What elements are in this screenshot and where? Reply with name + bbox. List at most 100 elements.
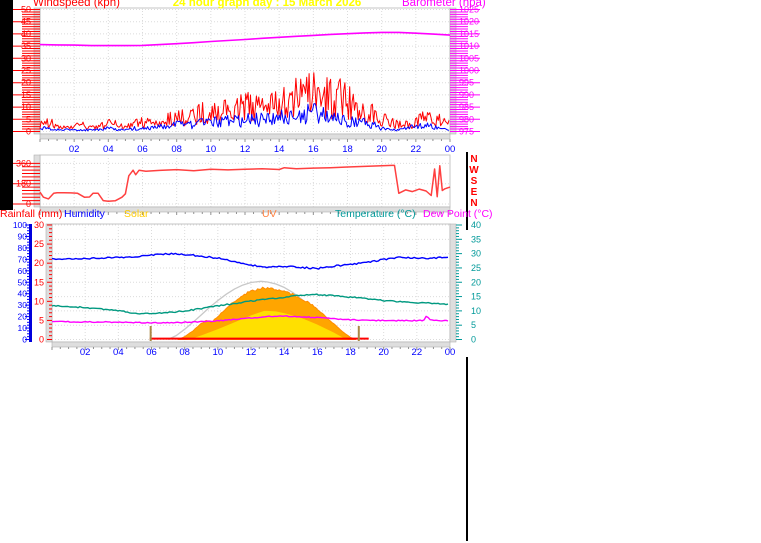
axis-label: 25 <box>34 239 44 249</box>
barometer-axis-title: Barometer (hpa) <box>402 0 486 9</box>
axis-label: 22 <box>411 144 422 155</box>
axis-label: 1000 <box>459 66 479 76</box>
axis-label: 990 <box>459 90 474 100</box>
axis-label: 10 <box>21 102 31 112</box>
axis-label: 18 <box>345 347 356 358</box>
legend-dew-point: Dew Point (°C) <box>423 208 493 220</box>
axis-label: 06 <box>146 347 157 358</box>
axis-label: 1020 <box>459 17 479 27</box>
legend-solar: Solar <box>124 208 149 220</box>
axis-label: 20 <box>376 144 387 155</box>
axis-label: 20 <box>34 258 44 268</box>
axis-label: 15 <box>34 277 44 287</box>
legend-rainfall: Rainfall (mm) <box>0 208 63 220</box>
axis-label: 360 <box>16 158 31 168</box>
axis-label: 30 <box>21 53 31 63</box>
axis-label: 60 <box>18 266 28 276</box>
axis-label: 40 <box>471 220 481 230</box>
axis-label: 20 <box>21 78 31 88</box>
axis-label: 80 <box>18 243 28 253</box>
axis-label: 1010 <box>459 41 479 51</box>
axis-label: 18 <box>342 144 353 155</box>
sunrise-sunset-markers <box>149 326 360 341</box>
axis-label: 5 <box>26 114 31 124</box>
axis-label: 90 <box>18 231 28 241</box>
axis-label: 0 <box>39 335 44 345</box>
axis-label: 10 <box>206 144 217 155</box>
temperature-series <box>51 293 449 315</box>
axis-label: 985 <box>459 102 474 112</box>
humidity-series <box>51 252 449 270</box>
axis-label: 35 <box>471 234 481 244</box>
axis-label: 0 <box>26 199 31 209</box>
window-border-line <box>466 357 468 541</box>
axis-label: E <box>471 187 478 198</box>
axis-label: 08 <box>179 347 190 358</box>
axis-label: 15 <box>21 90 31 100</box>
legend-uv: UV <box>262 208 277 220</box>
axis-label: 975 <box>459 127 474 137</box>
windspeed-axis-title: Windspeed (kph) <box>33 0 120 9</box>
axis-label: 20 <box>471 277 481 287</box>
climate-chart: 0102030405060708090100051015202530051015… <box>13 220 481 358</box>
axis-label: 5 <box>471 320 476 330</box>
axis-label: 0 <box>22 335 27 345</box>
axis-label: N <box>470 198 477 209</box>
axis-label: 22 <box>412 347 423 358</box>
axis-label: 10 <box>213 347 224 358</box>
axis-label: 180 <box>16 179 31 189</box>
axis-label: 25 <box>21 66 31 76</box>
axis-label: 50 <box>21 5 31 15</box>
legend-humidity: Humidity <box>64 208 105 220</box>
axis-label: 45 <box>21 17 31 27</box>
barometer-series <box>39 31 451 47</box>
axis-label: 04 <box>103 144 114 155</box>
axis-label: 30 <box>471 249 481 259</box>
axis-label: 00 <box>445 347 456 358</box>
axis-label: N <box>470 154 477 165</box>
axis-label: 0 <box>26 127 31 137</box>
axis-label: 02 <box>69 144 80 155</box>
axis-label: 04 <box>113 347 124 358</box>
axis-label: 14 <box>274 144 285 155</box>
page-title: 24 hour graph day : 15 March 2026 <box>172 0 362 9</box>
axis-label: 20 <box>18 312 28 322</box>
axis-label: 995 <box>459 78 474 88</box>
left-border-bar <box>0 0 13 210</box>
axis-label: 40 <box>21 29 31 39</box>
axis-label: 10 <box>18 323 28 333</box>
axis-label: 25 <box>471 263 481 273</box>
axis-label: 10 <box>34 296 44 306</box>
window-border-line <box>466 152 468 230</box>
axis-label: 1015 <box>459 29 479 39</box>
axis-label: 16 <box>312 347 323 358</box>
axis-label: 15 <box>471 292 481 302</box>
axis-label: 12 <box>240 144 251 155</box>
axis-label: 1025 <box>459 5 479 15</box>
axis-label: 5 <box>39 315 44 325</box>
windspeed-barometer-chart: 0510152025303540455097598098599099510001… <box>10 5 480 155</box>
axis-label: 16 <box>308 144 319 155</box>
axis-label: 30 <box>34 220 44 230</box>
axis-label: 70 <box>18 254 28 264</box>
dew-point-series <box>52 315 449 324</box>
axis-label: S <box>471 176 478 187</box>
axis-label: 0 <box>471 335 476 345</box>
axis-label: 100 <box>13 220 27 230</box>
axis-label: 20 <box>378 347 389 358</box>
legend-temperature: Temperature (°C) <box>335 208 416 220</box>
axis-label: W <box>469 165 479 176</box>
axis-label: 08 <box>171 144 182 155</box>
wind-speed-series <box>39 103 450 132</box>
wind-bearing-series <box>39 164 451 202</box>
axis-label: 35 <box>21 41 31 51</box>
axis-label: 1005 <box>459 53 479 63</box>
axis-label: 00 <box>445 144 456 155</box>
solar-inner-series <box>187 309 348 340</box>
axis-label: 06 <box>137 144 148 155</box>
axis-label: 02 <box>80 347 91 358</box>
axis-label: 980 <box>459 114 474 124</box>
